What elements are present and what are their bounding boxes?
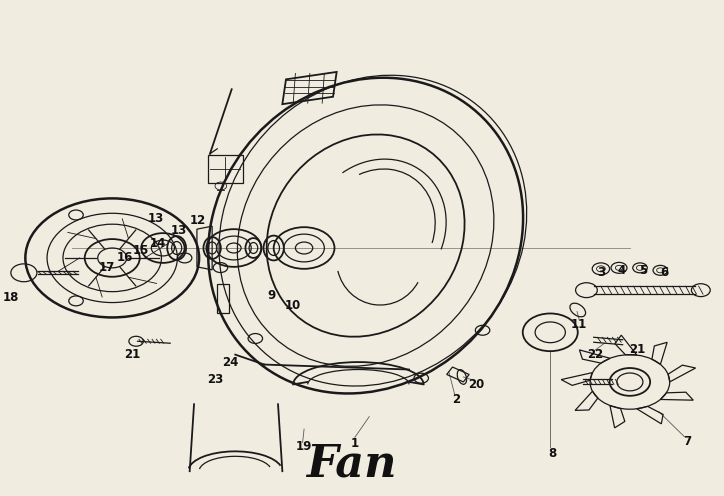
Text: 5: 5 [639, 264, 647, 277]
Text: 22: 22 [587, 348, 603, 361]
Text: 3: 3 [597, 266, 605, 279]
Text: 13: 13 [148, 212, 164, 225]
Text: 6: 6 [660, 266, 669, 279]
Text: 16: 16 [117, 251, 132, 264]
Text: 20: 20 [468, 378, 484, 391]
Text: 15: 15 [133, 244, 149, 257]
Text: 21: 21 [629, 343, 645, 356]
Text: 24: 24 [222, 356, 238, 369]
Text: 18: 18 [3, 291, 19, 304]
Text: 12: 12 [190, 214, 206, 227]
Text: 21: 21 [125, 348, 140, 361]
Text: 23: 23 [207, 373, 223, 386]
Text: 17: 17 [99, 261, 115, 274]
Bar [217, 284, 229, 313]
Text: Fan: Fan [306, 442, 397, 485]
Text: 13: 13 [171, 224, 187, 237]
Text: 14: 14 [150, 237, 166, 249]
Text: 4: 4 [617, 264, 626, 277]
Text: 11: 11 [571, 318, 587, 331]
Text: 19: 19 [296, 440, 312, 453]
Text: 1: 1 [350, 437, 359, 450]
Text: 7: 7 [683, 435, 692, 448]
Text: 2: 2 [452, 393, 460, 406]
Text: 10: 10 [285, 299, 301, 311]
Text: 9: 9 [267, 289, 276, 302]
Text: 8: 8 [548, 447, 557, 460]
